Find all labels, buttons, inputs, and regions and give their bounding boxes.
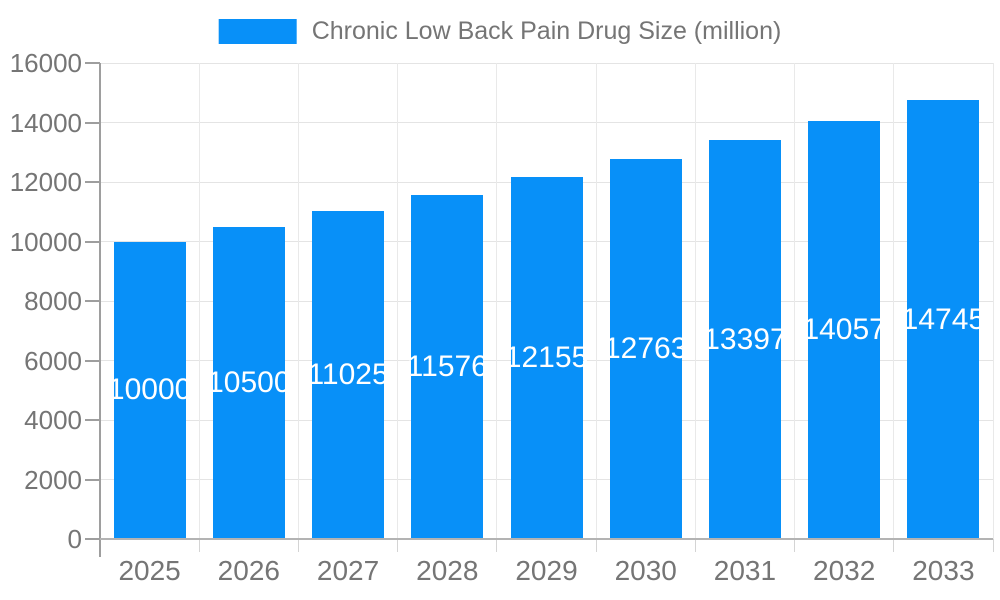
y-axis-label: 14000 bbox=[9, 107, 82, 138]
gridline-x bbox=[595, 63, 597, 539]
x-axis-line bbox=[100, 538, 993, 540]
x-axis-tick bbox=[198, 539, 200, 552]
bar: 10500 bbox=[207, 226, 291, 539]
x-axis-tick bbox=[694, 539, 696, 552]
x-axis-label: 2028 bbox=[416, 555, 479, 586]
y-axis-label: 16000 bbox=[9, 48, 82, 78]
bar: 11025 bbox=[307, 211, 389, 539]
y-axis-line bbox=[99, 63, 101, 557]
y-axis-label: 2000 bbox=[24, 464, 82, 495]
x-axis-tick bbox=[794, 539, 796, 552]
y-axis-tick bbox=[85, 240, 100, 243]
y-axis-tick bbox=[85, 478, 100, 481]
gridline-x bbox=[992, 63, 994, 539]
x-axis-label: 2027 bbox=[316, 555, 380, 586]
legend-swatch bbox=[218, 19, 297, 44]
y-axis-label: 0 bbox=[67, 524, 82, 554]
y-axis-tick bbox=[85, 300, 100, 302]
gridline-x bbox=[694, 63, 696, 539]
bar: 12763 bbox=[604, 159, 687, 539]
x-axis-tick bbox=[297, 539, 299, 552]
x-axis-label: 2029 bbox=[515, 555, 578, 586]
gridline-x bbox=[198, 63, 200, 539]
bar-value-label: 13397 bbox=[703, 322, 787, 356]
bar-value-label: 10500 bbox=[207, 365, 291, 399]
x-axis-tick bbox=[397, 539, 399, 552]
y-axis-tick bbox=[85, 359, 100, 362]
y-axis-label: 10000 bbox=[9, 226, 82, 257]
bar-value-label: 14057 bbox=[802, 312, 886, 346]
x-axis-tick bbox=[893, 539, 895, 552]
legend-label: Chronic Low Back Pain Drug Size (million… bbox=[311, 17, 782, 45]
gridline-x bbox=[794, 63, 796, 539]
x-axis-tick bbox=[992, 539, 994, 552]
bar: 11576 bbox=[407, 194, 488, 539]
x-axis-tick bbox=[595, 539, 597, 552]
bar-value-label: 11025 bbox=[307, 357, 389, 391]
x-axis-label: 2030 bbox=[614, 555, 677, 586]
y-axis-tick bbox=[85, 121, 100, 124]
legend-item[interactable]: Chronic Low Back Pain Drug Size (million… bbox=[218, 17, 782, 45]
bar: 14745 bbox=[902, 100, 985, 539]
x-axis-label: 2025 bbox=[118, 555, 181, 586]
x-axis-label: 2032 bbox=[813, 555, 876, 586]
gridline-x bbox=[397, 63, 399, 539]
gridline-y bbox=[100, 62, 993, 64]
gridline-x bbox=[496, 63, 498, 539]
bar: 14057 bbox=[802, 120, 886, 539]
bar: 10000 bbox=[108, 241, 191, 539]
gridline-x bbox=[297, 63, 299, 539]
y-axis-tick bbox=[85, 181, 100, 183]
y-axis-label: 6000 bbox=[24, 345, 82, 376]
x-axis-label: 2031 bbox=[713, 555, 777, 586]
gridline-x bbox=[893, 63, 895, 539]
bar-value-label: 10000 bbox=[107, 373, 192, 407]
y-axis-tick bbox=[85, 62, 100, 64]
x-axis-tick bbox=[496, 539, 498, 552]
bar: 12155 bbox=[505, 177, 588, 539]
bar-value-label: 11576 bbox=[406, 349, 488, 383]
x-axis-label: 2026 bbox=[217, 555, 280, 586]
y-axis-tick bbox=[85, 419, 100, 421]
y-axis-label: 8000 bbox=[24, 286, 82, 316]
bar: 13397 bbox=[703, 140, 787, 539]
y-axis-label: 12000 bbox=[9, 167, 82, 197]
y-axis-label: 4000 bbox=[24, 405, 82, 435]
y-axis-tick bbox=[85, 538, 100, 540]
gridline-y bbox=[100, 122, 993, 123]
bar-value-label: 14745 bbox=[901, 302, 986, 336]
bar-value-label: 12763 bbox=[604, 332, 688, 366]
bar-value-label: 12155 bbox=[504, 341, 589, 375]
x-axis-label: 2033 bbox=[912, 555, 975, 586]
